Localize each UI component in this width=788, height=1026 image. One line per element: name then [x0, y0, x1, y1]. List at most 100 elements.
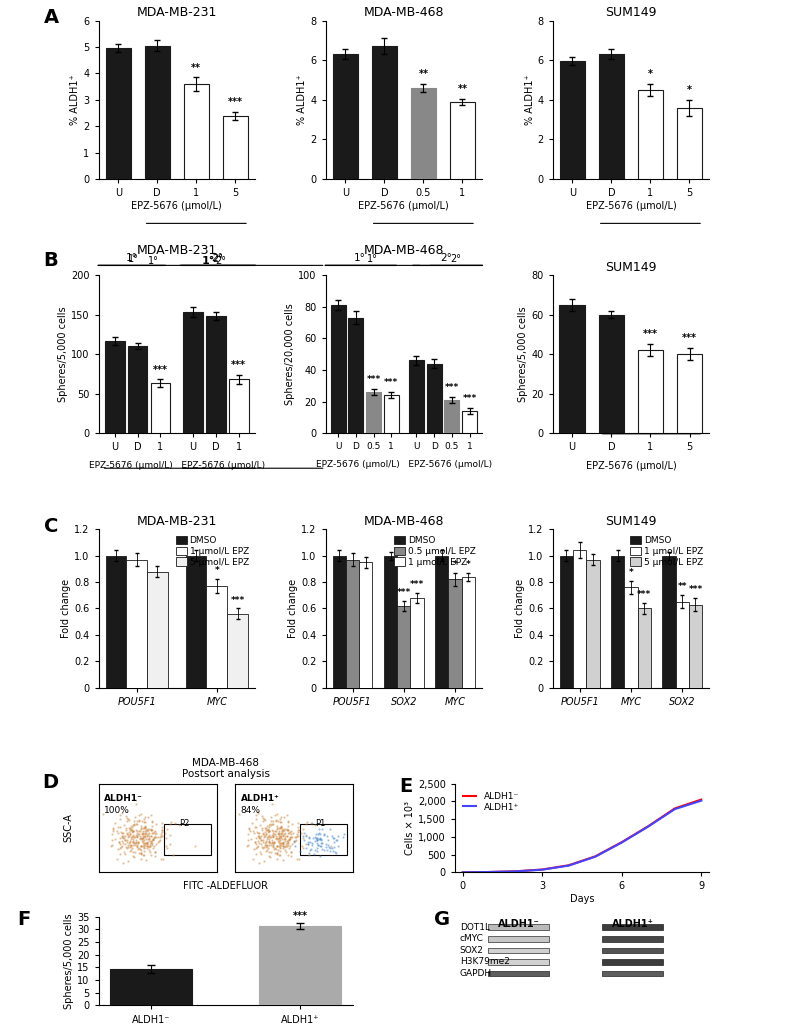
Point — [129, 822, 142, 838]
Point — [277, 828, 290, 844]
FancyBboxPatch shape — [602, 971, 663, 977]
Point — [296, 838, 309, 855]
Point — [273, 830, 285, 846]
Point — [259, 826, 272, 842]
Text: ALDH1⁺: ALDH1⁺ — [240, 794, 279, 803]
Point — [243, 821, 255, 837]
Point — [116, 833, 128, 850]
X-axis label: EPZ-5676 (μmol/L)   EPZ-5676 (μmol/L): EPZ-5676 (μmol/L) EPZ-5676 (μmol/L) — [316, 460, 492, 469]
Point — [146, 825, 158, 841]
Point — [281, 833, 294, 850]
Bar — [384, 395, 399, 433]
Point — [310, 826, 322, 842]
FancyBboxPatch shape — [488, 936, 549, 942]
Point — [166, 846, 179, 863]
Point — [286, 825, 299, 841]
Text: 2°: 2° — [450, 254, 461, 265]
Point — [267, 825, 280, 841]
Point — [274, 834, 287, 851]
Point — [123, 835, 136, 852]
Point — [122, 837, 135, 854]
Point — [145, 833, 158, 850]
Point — [129, 834, 142, 851]
Point — [291, 828, 303, 844]
Text: ALDH1⁻: ALDH1⁻ — [497, 919, 539, 930]
Point — [113, 811, 126, 827]
Point — [135, 846, 147, 863]
Point — [138, 846, 151, 863]
Point — [266, 822, 278, 838]
Point — [258, 837, 271, 854]
Point — [279, 821, 292, 837]
Y-axis label: Fold change: Fold change — [61, 579, 72, 638]
Point — [122, 828, 135, 844]
Point — [253, 824, 266, 840]
Point — [303, 846, 315, 863]
Point — [274, 836, 287, 853]
ALDH1⁺ — [590, 851, 600, 863]
Point — [131, 837, 143, 854]
Point — [285, 843, 298, 860]
Point — [326, 843, 339, 860]
Point — [256, 820, 269, 836]
Point — [257, 839, 269, 856]
Text: ***: *** — [293, 910, 308, 920]
Bar — [206, 316, 225, 433]
Point — [262, 839, 274, 856]
Point — [152, 829, 165, 845]
Point — [310, 840, 323, 857]
Bar — [637, 608, 651, 687]
Point — [105, 838, 117, 855]
Point — [275, 823, 288, 839]
Point — [248, 819, 261, 835]
Point — [138, 840, 151, 857]
Point — [262, 834, 275, 851]
Point — [286, 836, 299, 853]
Point — [243, 823, 256, 839]
Point — [252, 830, 265, 846]
Point — [248, 825, 261, 841]
Point — [161, 840, 173, 857]
Point — [136, 833, 149, 850]
Point — [250, 819, 262, 835]
Text: 2°: 2° — [212, 254, 223, 265]
Point — [127, 834, 139, 851]
Point — [291, 852, 303, 868]
Point — [277, 835, 289, 852]
Point — [277, 853, 289, 869]
Point — [268, 833, 281, 850]
Point — [253, 827, 266, 843]
Text: D: D — [43, 773, 58, 792]
Point — [173, 817, 185, 833]
Title: MDA-MB-468: MDA-MB-468 — [363, 6, 444, 19]
Point — [142, 822, 154, 838]
Bar — [359, 562, 373, 687]
Bar — [145, 45, 170, 179]
Point — [149, 843, 162, 860]
Point — [113, 830, 126, 846]
Point — [270, 829, 283, 845]
Point — [314, 831, 326, 847]
Point — [134, 830, 147, 846]
Point — [277, 827, 289, 843]
Point — [310, 831, 323, 847]
Point — [270, 846, 283, 863]
Point — [118, 845, 131, 862]
FancyBboxPatch shape — [488, 971, 549, 977]
Point — [277, 835, 290, 852]
Point — [164, 827, 177, 843]
Bar — [559, 62, 585, 179]
Bar — [637, 350, 663, 433]
Point — [279, 841, 292, 858]
Point — [140, 821, 153, 837]
Point — [130, 827, 143, 843]
Point — [281, 821, 294, 837]
Point — [277, 839, 289, 856]
Point — [277, 831, 290, 847]
Text: ***: *** — [153, 364, 168, 374]
Bar — [128, 346, 147, 433]
Point — [154, 831, 166, 847]
Point — [279, 830, 292, 846]
Point — [133, 814, 146, 830]
Point — [128, 816, 141, 832]
